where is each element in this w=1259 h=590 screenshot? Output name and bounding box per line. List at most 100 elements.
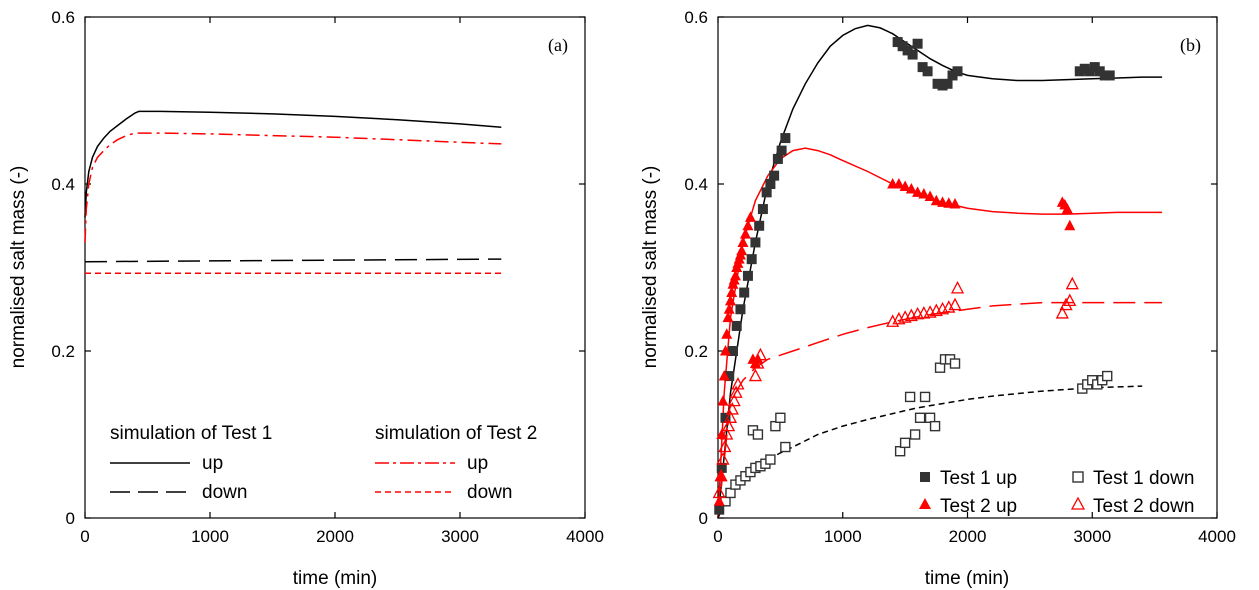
data-point-test-2-up — [924, 190, 936, 202]
panel-a-legend: simulation of Test 1 up down simulation … — [110, 423, 537, 503]
data-point-test-1-down — [765, 454, 776, 465]
data-point-test-2-down — [950, 280, 965, 294]
data-point-test-1-down — [1102, 370, 1113, 382]
data-point-test-2-up — [1064, 219, 1076, 231]
panel-a-series — [84, 110, 502, 275]
data-point-test-1-up — [922, 66, 933, 77]
data-point-test-2-down — [753, 347, 767, 361]
data-point-test-2-up — [721, 328, 733, 339]
legend-group-test1-title: simulation of Test 1 — [110, 423, 272, 444]
data-point-test-1-down — [924, 412, 936, 423]
data-point-test-1-down — [914, 412, 926, 423]
panel-b: 0 1000 2000 3000 4000 0 0.2 0.4 0.6 (b) time (mi… — [640, 8, 1236, 589]
panel-a-x-tick-label: 4000 — [566, 527, 604, 546]
data-point-test-1-down — [775, 412, 786, 423]
data-point-test-1-up — [746, 254, 757, 265]
panel-a-y-tick-label: 0.4 — [51, 175, 75, 194]
data-point-test-1-up — [765, 179, 776, 189]
series-line-simulation-of-test-1-up — [84, 110, 502, 218]
data-point-test-2-down — [748, 368, 762, 382]
data-point-test-2-down — [714, 468, 728, 482]
panel-a-ticks: 0 1000 2000 3000 4000 0 0.2 0.4 0.6 — [51, 8, 604, 546]
data-point-test-2-down — [751, 356, 765, 369]
model-curve-1 — [717, 147, 1163, 519]
data-point-test-2-up — [742, 219, 754, 231]
data-point-test-2-up — [737, 236, 749, 247]
data-point-test-2-up — [719, 345, 731, 356]
panel-b-y-tick-label: 0.4 — [684, 175, 708, 194]
data-point-test-1-down — [949, 358, 961, 369]
legend-label-test1-up-b: Test 1 up — [940, 468, 1017, 489]
panel-b-x-tick-label: 4000 — [1198, 527, 1236, 546]
legend-label-test2-up-b: Test 2 up — [940, 496, 1017, 517]
data-point-test-1-up — [720, 412, 731, 423]
data-point-test-1-down — [934, 362, 946, 373]
legend-label-test2-down: down — [467, 482, 512, 503]
panel-a-y-axis-title: normalised salt mass (-) — [8, 166, 29, 369]
panel-b-label: (b) — [1180, 35, 1201, 56]
panel-a-y-tick-label: 0.2 — [51, 342, 75, 361]
panel-a-label: (a) — [548, 35, 568, 56]
data-point-test-2-down — [1063, 293, 1077, 307]
panel-b-x-axis-title: time (min) — [925, 568, 1009, 589]
panel-b-x-tick-label: 2000 — [949, 527, 987, 546]
data-point-test-2-down — [712, 485, 726, 499]
data-point-test-1-down — [752, 429, 764, 440]
data-point-test-1-up — [735, 304, 746, 315]
data-point-test-2-down — [1065, 276, 1079, 290]
data-point-test-2-down — [1059, 297, 1073, 311]
panel-b-x-tick-label: 3000 — [1073, 527, 1111, 546]
data-point-test-2-down — [720, 427, 734, 440]
legend-marker-test2-up — [919, 498, 931, 509]
data-point-test-2-up — [722, 311, 734, 323]
legend-label-test2-down-b: Test 2 down — [1093, 496, 1194, 517]
panel-b-markers — [712, 37, 1115, 515]
data-point-test-2-up — [1061, 203, 1073, 214]
data-point-test-1-down — [770, 420, 781, 432]
legend-group-test2-title: simulation of Test 2 — [375, 423, 537, 444]
data-point-test-2-down — [716, 452, 730, 465]
data-point-test-2-up — [905, 183, 917, 194]
legend-label-test2-up: up — [467, 453, 488, 474]
panel-a-x-tick-label: 1000 — [191, 527, 229, 546]
data-point-test-2-up — [716, 428, 728, 439]
model-curve-2 — [717, 301, 1163, 519]
data-point-test-1-up — [772, 153, 783, 164]
data-point-test-2-down — [718, 439, 732, 453]
data-point-test-2-down — [725, 402, 739, 415]
data-point-test-1-down — [909, 429, 921, 440]
data-point-test-1-down — [919, 391, 931, 403]
data-point-test-1-down — [929, 420, 941, 432]
panel-a-x-tick-label: 2000 — [316, 527, 354, 546]
panel-b-y-tick-label: 0 — [699, 509, 708, 528]
data-point-test-2-down — [948, 297, 962, 311]
data-point-test-2-up — [918, 188, 930, 199]
data-point-test-1-up — [907, 49, 918, 60]
panel-a-x-tick-label: 3000 — [441, 527, 479, 546]
series-line-simulation-of-test-1-down — [84, 258, 502, 263]
data-point-test-1-down — [780, 441, 791, 453]
data-point-test-1-up — [750, 237, 761, 248]
data-point-test-1-up — [776, 145, 787, 156]
data-point-test-1-down — [894, 446, 906, 457]
panel-b-frame — [717, 16, 1218, 519]
data-point-test-2-up — [893, 178, 905, 189]
data-point-test-1-up — [952, 66, 963, 77]
data-point-test-1-up — [1104, 70, 1115, 81]
data-point-test-1-up — [731, 320, 742, 331]
data-point-test-2-up — [729, 269, 741, 281]
panel-b-x-tick-label: 0 — [713, 527, 722, 546]
panel-a-x-axis-title: time (min) — [293, 568, 377, 589]
panel-a-x-tick-label: 0 — [80, 527, 89, 546]
data-point-test-2-up — [717, 395, 729, 406]
legend-label-test1-down: down — [202, 482, 247, 503]
panel-b-y-tick-label: 0.2 — [684, 342, 708, 361]
data-point-test-2-up — [930, 194, 942, 206]
data-point-test-1-up — [739, 287, 750, 298]
data-point-test-2-down — [723, 410, 738, 423]
data-point-test-2-down — [1055, 306, 1069, 319]
data-point-test-2-up — [724, 294, 736, 306]
data-point-test-1-down — [725, 487, 736, 499]
data-point-test-2-up — [744, 211, 756, 222]
